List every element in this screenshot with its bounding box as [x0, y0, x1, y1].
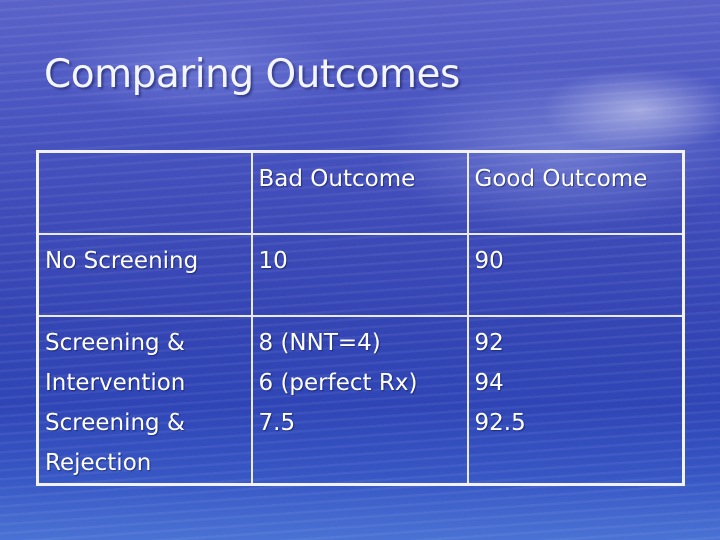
slide-title: Comparing Outcomes: [44, 52, 460, 97]
bad-outcome-value: 7.5: [258, 410, 296, 436]
header-bad-outcome: Bad Outcome: [250, 150, 469, 235]
row-label-line: Screening &: [45, 410, 185, 436]
table-row: No Screening 10 90: [36, 233, 685, 317]
row-label-cell: Screening & Intervention Screening & Rej…: [36, 315, 253, 486]
row-label-line: No Screening: [45, 248, 199, 274]
bad-outcome-value: 6 (perfect Rx): [258, 370, 418, 396]
good-outcome-value: 92.5: [474, 410, 526, 436]
bad-outcome-cell: 10: [250, 233, 469, 317]
good-outcome-value: 94: [474, 370, 504, 396]
row-label-line: Intervention: [45, 370, 186, 396]
table-row: Screening & Intervention Screening & Rej…: [36, 315, 685, 486]
bad-outcome-value: 8 (NNT=4): [258, 330, 381, 356]
row-label-cell: No Screening: [36, 233, 253, 317]
good-outcome-value: 90: [474, 248, 504, 274]
table-header-row: Bad Outcome Good Outcome: [36, 150, 685, 235]
header-corner-cell: [36, 150, 253, 235]
header-good-outcome: Good Outcome: [466, 150, 685, 235]
good-outcome-cell: 92 94 92.5: [466, 315, 685, 486]
row-label-line: Screening &: [45, 330, 185, 356]
row-label-line: Rejection: [45, 450, 152, 476]
bad-outcome-value: 10: [258, 248, 288, 274]
outcomes-table: Bad Outcome Good Outcome No Screening 10…: [36, 150, 685, 486]
bad-outcome-cell: 8 (NNT=4) 6 (perfect Rx) 7.5: [250, 315, 469, 486]
good-outcome-cell: 90: [466, 233, 685, 317]
good-outcome-value: 92: [474, 330, 504, 356]
